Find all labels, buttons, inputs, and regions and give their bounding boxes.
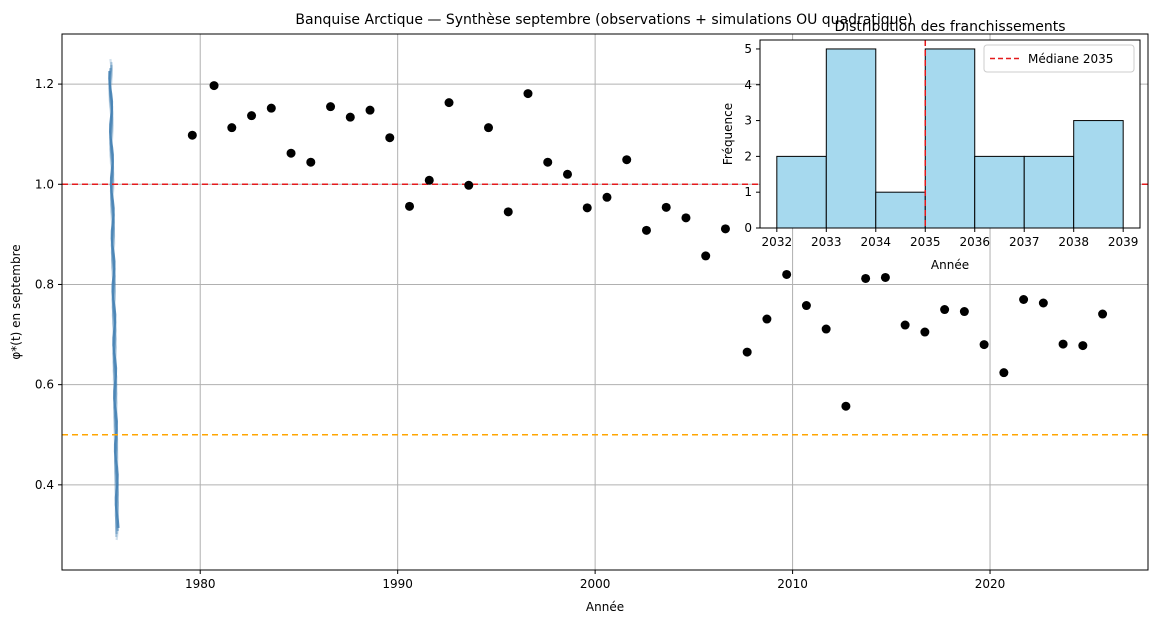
observation-point (720, 224, 730, 234)
inset-x-tick-label: 2032 (762, 235, 793, 249)
inset-x-tick-label: 2037 (1009, 235, 1040, 249)
observation-point (801, 301, 811, 311)
inset-y-tick-label: 1 (744, 185, 752, 199)
inset-x-tick-label: 2033 (811, 235, 842, 249)
observation-point (762, 314, 772, 324)
observation-point (900, 320, 910, 330)
inset-y-tick-label: 3 (744, 114, 752, 128)
main-x-tick-label: 2020 (975, 577, 1006, 591)
histogram-bar (1023, 155, 1075, 229)
observation-point (841, 401, 851, 411)
main-x-tick-label: 2000 (580, 577, 611, 591)
inset-legend: Médiane 2035 (983, 44, 1135, 73)
simulation-trajectories (108, 58, 120, 541)
observation-point (286, 148, 296, 158)
observation-point (464, 180, 474, 190)
histogram-bars (776, 48, 1124, 229)
main-y-axis-label: φ*(t) en septembre (9, 244, 23, 359)
observation-point (209, 81, 219, 91)
main-y-tick-label: 0.6 (35, 378, 54, 392)
histogram-bar (974, 155, 1025, 229)
observation-point (602, 192, 612, 202)
observation-point (543, 157, 553, 167)
main-chart-title: Banquise Arctique — Synthèse septembre (… (295, 12, 912, 28)
observation-point (979, 340, 989, 350)
observation-point (1058, 339, 1068, 349)
inset-chart-title: Distribution des franchissements (834, 19, 1065, 35)
main-y-tick-label: 0.4 (35, 478, 54, 492)
observation-point (326, 102, 336, 112)
observation-point (266, 103, 276, 113)
observation-point (742, 347, 752, 357)
observation-point (562, 169, 572, 179)
inset-x-tick-label: 2035 (910, 235, 941, 249)
inset-x-tick-label: 2036 (959, 235, 990, 249)
inset-x-tick-label: 2034 (861, 235, 892, 249)
observation-point (484, 123, 494, 133)
legend-box (983, 44, 1135, 73)
legend-median-label: Médiane 2035 (1028, 52, 1113, 66)
inset-y-tick-label: 4 (744, 78, 752, 92)
main-y-tick-label: 1.0 (35, 177, 54, 191)
main-y-tick-label: 0.8 (35, 277, 54, 291)
inset-axis-ticks: 2032 2033 2034 2035 2036 2037 2038 2039 0 1 2 3 4 5 (744, 42, 1138, 249)
observation-point (247, 111, 257, 121)
inset-x-tick-label: 2039 (1108, 235, 1139, 249)
main-x-tick-label: 2010 (777, 577, 808, 591)
observation-point (187, 130, 197, 140)
observation-point (661, 202, 671, 212)
observation-point (405, 201, 415, 211)
simulation-trajectory (108, 71, 120, 529)
observation-point (681, 213, 691, 223)
observation-point (940, 305, 950, 315)
inset-y-axis-label: Fréquence (721, 103, 735, 165)
histogram-bar (776, 155, 827, 229)
simulation-trajectory (108, 58, 120, 541)
observation-point (503, 207, 513, 217)
observation-point (1098, 309, 1108, 319)
main-plot-frame (61, 33, 1149, 571)
main-x-tick-label: 1980 (185, 577, 216, 591)
inset-x-axis-label: Année (931, 258, 969, 272)
observation-point (306, 157, 316, 167)
main-x-axis-label: Année (586, 600, 624, 614)
histogram-bar (875, 191, 926, 229)
inset-plot-frame (759, 39, 1141, 229)
inset-x-tick-label: 2038 (1058, 235, 1089, 249)
observation-point (920, 327, 930, 337)
inset-y-tick-label: 5 (744, 42, 752, 56)
observation-point (782, 269, 792, 279)
observation-points (187, 81, 1108, 411)
observation-point (365, 105, 375, 115)
observation-point (999, 368, 1009, 378)
observation-point (582, 203, 592, 213)
observation-point (523, 89, 533, 99)
observation-point (444, 98, 454, 108)
histogram-bar (1073, 120, 1124, 229)
observation-point (385, 133, 395, 143)
main-axis-ticks: 1980 1990 2000 2010 2020 0.4 0.6 0.8 1.0 1.2 (35, 77, 1005, 591)
observation-point (622, 155, 632, 165)
observation-point (701, 251, 711, 261)
histogram-bar (825, 48, 877, 229)
inset-y-tick-label: 0 (744, 221, 752, 235)
observation-point (424, 175, 434, 185)
inset-y-tick-label: 2 (744, 149, 752, 163)
observation-point (641, 225, 651, 235)
main-y-tick-label: 1.2 (35, 77, 54, 91)
observation-point (1019, 294, 1029, 304)
observation-point (880, 272, 890, 282)
observation-point (821, 324, 831, 334)
observation-point (1038, 298, 1048, 308)
observation-point (861, 273, 871, 283)
histogram-bar (924, 48, 976, 229)
observation-point (959, 307, 969, 317)
observation-point (1078, 341, 1088, 351)
main-x-tick-label: 1990 (382, 577, 413, 591)
observation-point (227, 123, 237, 133)
observation-point (345, 112, 355, 122)
